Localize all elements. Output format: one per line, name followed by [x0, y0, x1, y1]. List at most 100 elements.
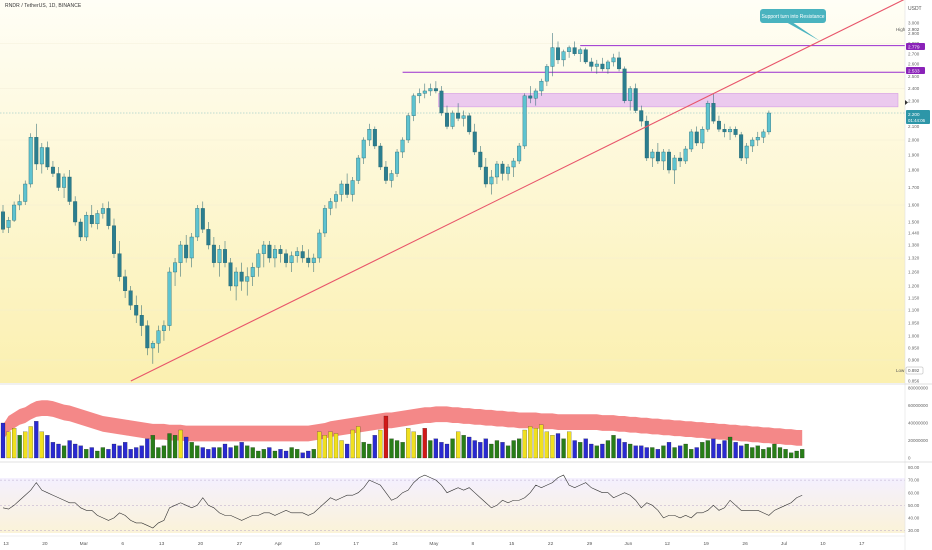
candle-body: [39, 147, 44, 165]
volume-bar: [278, 449, 283, 459]
volume-bar: [677, 445, 683, 459]
volume-bar: [400, 442, 405, 459]
symbol-title[interactable]: RNDR / TetherUS, 1D, BINANCE: [5, 3, 82, 9]
volume-bar: [272, 450, 278, 459]
candle: [295, 247, 300, 263]
volume-bar: [633, 445, 638, 459]
volume-bar: [295, 449, 300, 459]
volume-bar: [406, 428, 411, 459]
candle-body: [667, 151, 671, 171]
volume-tick-label: 60000000: [908, 403, 929, 408]
candle-body: [605, 61, 610, 70]
candle-body: [522, 95, 527, 147]
rsi-axis[interactable]: 80.00 70.00 60.00 50.00 40.00 30.00: [908, 465, 920, 533]
candle: [428, 83, 433, 96]
candle: [34, 123, 39, 170]
volume-bar: [239, 442, 244, 459]
candle: [217, 245, 222, 277]
rsi-tick-label: 70.00: [908, 478, 920, 483]
candle-body: [62, 176, 67, 188]
candle: [583, 47, 588, 64]
high-label: High: [896, 27, 906, 32]
volume-bar: [711, 438, 716, 459]
candle: [433, 81, 438, 94]
price-tick-label: 0.950: [908, 346, 920, 351]
candle-body: [145, 325, 150, 349]
candle-body: [256, 253, 261, 268]
candle-body: [89, 215, 94, 225]
candle-body: [295, 251, 300, 257]
time-tick-label: 10: [315, 541, 321, 547]
volume-bar: [611, 435, 616, 459]
candle-body: [200, 208, 205, 230]
candle-body: [406, 115, 411, 141]
candle-body: [766, 112, 771, 133]
volume-bar: [583, 438, 588, 459]
trendline-path: [130, 0, 905, 382]
annotation-callout[interactable]: Support turn into Resistance: [760, 9, 826, 41]
level-badge-2779-text: 2.779: [908, 44, 920, 49]
volume-bar: [794, 450, 799, 459]
time-tick-label: 8: [471, 541, 474, 547]
volume-axis[interactable]: 80000000 60000000 40000000 20000000 0: [908, 386, 929, 461]
volume-bar: [245, 445, 250, 459]
candle-body: [672, 157, 677, 171]
candle: [339, 180, 344, 202]
candle-body: [644, 120, 649, 159]
level-badge-2533: 2.533: [906, 67, 925, 74]
time-tick-label: 10: [820, 541, 826, 547]
price-tick-label: 1.800: [908, 168, 920, 173]
candle-body: [106, 208, 111, 226]
candle-body: [339, 183, 344, 195]
candle-body: [622, 68, 627, 101]
candle: [361, 137, 366, 164]
volume-bar: [128, 449, 133, 459]
candle: [500, 161, 505, 181]
volume-bar: [195, 445, 200, 459]
candle-body: [567, 47, 572, 52]
candle: [678, 152, 683, 167]
volume-bar: [56, 443, 61, 459]
candle: [139, 305, 144, 336]
candle: [106, 201, 111, 230]
candle: [134, 295, 139, 323]
candle: [300, 245, 305, 263]
candle-body: [467, 115, 472, 133]
candle: [478, 146, 483, 170]
time-tick-label: 22: [548, 541, 554, 547]
volume-bar: [256, 450, 261, 459]
candle: [617, 51, 622, 72]
candle: [245, 267, 250, 296]
volume-bar: [739, 445, 744, 459]
time-axis[interactable]: 13 20 Mar 6 13 20 27 Apr 10 17 24 May 8 15 22 29 Jun 12 19…: [3, 541, 864, 547]
volume-bar: [139, 445, 144, 459]
candle: [272, 245, 277, 268]
candle: [739, 131, 744, 161]
price-tick-label: 2.700: [908, 51, 920, 56]
candle-body: [689, 131, 694, 150]
time-tick-label: 24: [392, 541, 398, 547]
volume-bar: [156, 447, 161, 459]
price-tick-label: 2.300: [908, 98, 920, 103]
candle-body: [128, 290, 133, 306]
candle-body: [134, 305, 139, 316]
volume-bar: [478, 442, 483, 459]
price-axis[interactable]: 3.0002.9002.8002.7002.6002.5002.4002.300…: [908, 21, 920, 384]
candle: [123, 269, 128, 298]
candle-body: [345, 183, 350, 195]
price-scale-arrow[interactable]: [905, 100, 908, 105]
candle-body: [678, 157, 683, 162]
price-tick-label: 1.900: [908, 153, 920, 158]
candle: [661, 149, 666, 170]
candle-body: [261, 244, 266, 254]
candle: [467, 113, 472, 135]
candle: [456, 103, 461, 122]
volume-bar: [700, 442, 705, 459]
candle-body: [228, 262, 233, 287]
candle-body: [483, 166, 488, 185]
candle: [667, 149, 671, 174]
candle: [256, 249, 261, 277]
volume-bar: [761, 449, 766, 459]
candle-body: [395, 151, 400, 174]
candle: [556, 41, 560, 64]
